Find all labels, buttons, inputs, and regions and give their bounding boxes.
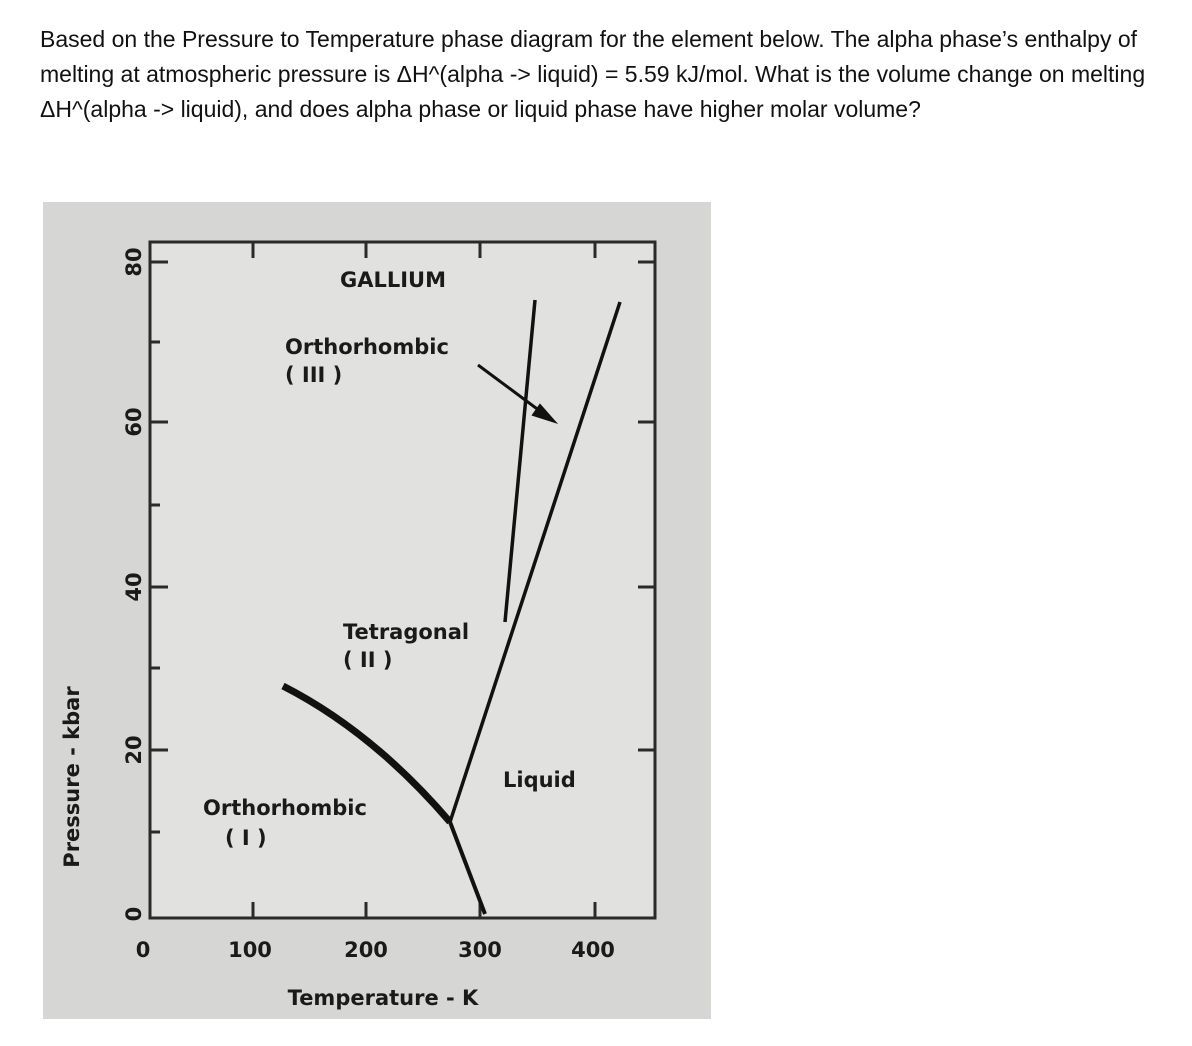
region-name: Orthorhombic	[203, 796, 367, 820]
y-tick-label: 40	[122, 572, 146, 601]
region-label: ( III )	[285, 363, 342, 387]
tick-marks	[150, 242, 655, 918]
y-tick-label: 20	[122, 735, 146, 764]
region-label: ( II )	[343, 648, 392, 672]
y-tick-label: 80	[122, 247, 146, 276]
x-tick-label: 200	[344, 938, 388, 962]
y-axis-label: Pressure - kbar	[60, 686, 84, 868]
x-tick-label: 0	[136, 938, 151, 962]
region-name: Tetragonal	[343, 620, 469, 644]
y-tick-label: 0	[122, 907, 146, 922]
y-tick-label: 60	[122, 407, 146, 436]
region-name: Liquid	[503, 768, 576, 792]
x-tick-label: 300	[458, 938, 502, 962]
x-tick-label: 400	[571, 938, 615, 962]
phase-diagram: 80 60 40 20 0 0 100 200 300 400 Pressure…	[43, 202, 711, 1019]
plot-frame	[148, 240, 657, 920]
x-tick-label: 100	[228, 938, 272, 962]
region-label: ( I )	[225, 826, 267, 850]
x-axis-label: Temperature - K	[288, 986, 479, 1010]
region-name: Orthorhombic	[285, 335, 449, 359]
phase-boundaries	[281, 299, 622, 915]
question-text: Based on the Pressure to Temperature pha…	[40, 26, 1146, 122]
figure-title: GALLIUM	[340, 268, 446, 292]
